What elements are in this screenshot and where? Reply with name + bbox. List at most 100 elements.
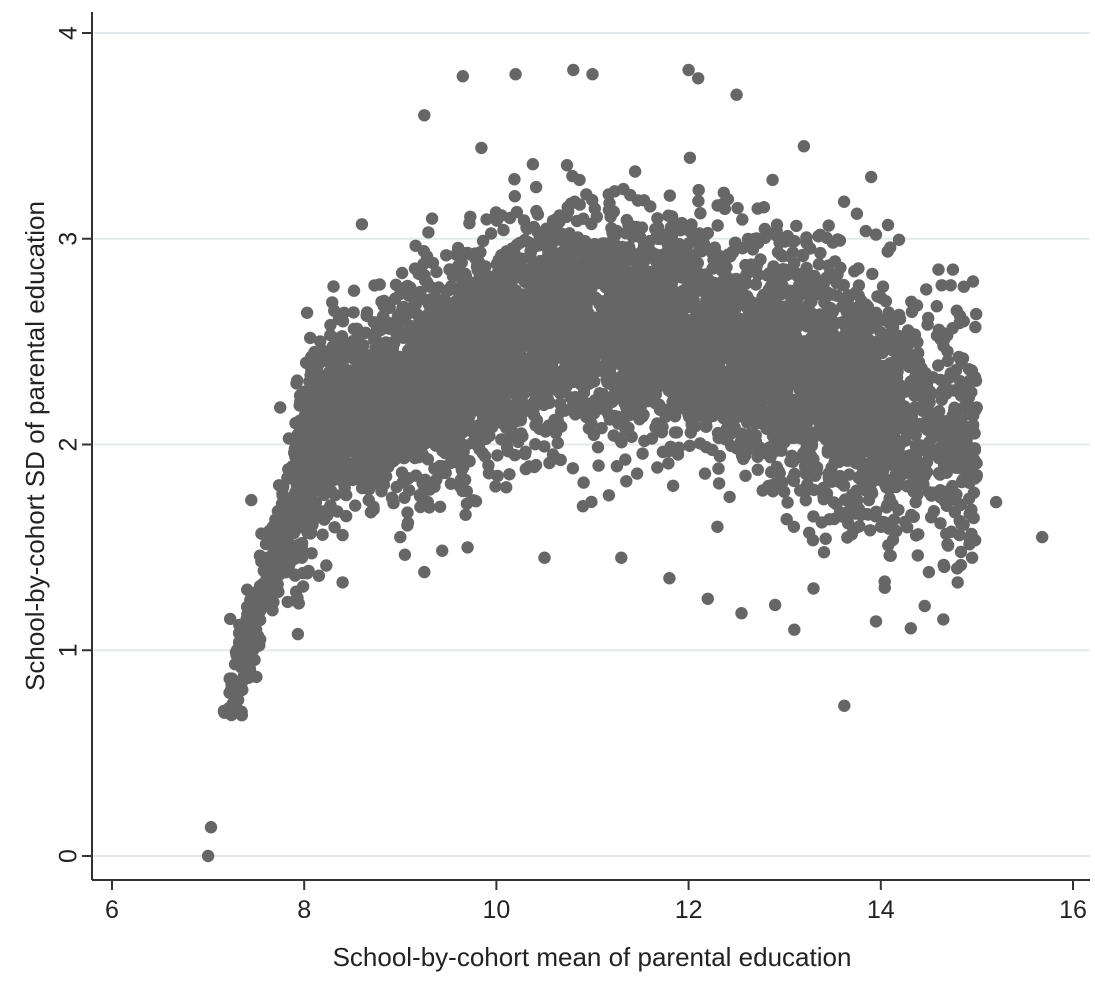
data-point — [500, 481, 513, 494]
data-point — [528, 460, 541, 474]
data-point — [499, 433, 513, 447]
data-point — [359, 326, 372, 339]
data-point — [526, 158, 540, 171]
data-point — [876, 280, 890, 293]
data-point — [349, 499, 362, 512]
data-point — [790, 219, 803, 233]
data-point — [651, 221, 665, 234]
data-point — [418, 269, 431, 282]
data-point — [814, 246, 827, 260]
data-point — [235, 705, 248, 718]
data-point — [549, 426, 563, 440]
data-point — [662, 457, 675, 470]
data-point — [595, 421, 608, 435]
data-point — [425, 212, 439, 225]
data-point — [497, 223, 510, 237]
data-point — [962, 492, 976, 505]
data-point — [602, 489, 616, 502]
data-point — [475, 141, 488, 155]
data-point — [525, 379, 538, 392]
data-point — [885, 363, 898, 376]
data-point — [318, 513, 331, 526]
data-point — [941, 354, 954, 368]
data-points — [201, 63, 1049, 863]
data-point — [850, 207, 864, 220]
data-point — [492, 265, 505, 279]
data-point — [518, 446, 532, 460]
data-point — [915, 387, 928, 401]
data-point — [347, 284, 361, 297]
data-point — [433, 500, 447, 513]
data-point — [336, 528, 349, 542]
data-point — [892, 233, 906, 246]
data-point — [728, 425, 742, 438]
data-point — [799, 494, 812, 507]
data-point — [700, 393, 713, 406]
data-point — [859, 224, 872, 238]
data-point — [881, 245, 894, 258]
data-point — [665, 230, 678, 243]
data-point — [695, 408, 709, 421]
data-point — [585, 417, 598, 430]
data-point — [356, 481, 369, 495]
data-point — [731, 201, 744, 215]
data-point — [663, 189, 676, 202]
data-point — [617, 418, 630, 431]
data-point — [920, 283, 933, 296]
data-point — [291, 627, 305, 641]
data-point — [395, 266, 409, 280]
data-point — [898, 515, 912, 528]
data-point — [289, 585, 303, 598]
data-point — [449, 248, 463, 261]
data-point — [807, 510, 820, 523]
data-point — [543, 396, 556, 409]
data-point — [508, 190, 521, 203]
data-point — [802, 450, 816, 464]
data-point — [619, 453, 632, 466]
data-point — [529, 180, 543, 194]
data-point — [602, 188, 615, 201]
data-point — [821, 443, 835, 456]
data-point — [967, 511, 980, 525]
data-point — [788, 234, 801, 248]
data-point — [401, 506, 414, 519]
data-point — [551, 436, 564, 450]
data-point — [912, 528, 925, 541]
data-point — [373, 278, 386, 291]
data-point — [953, 498, 966, 511]
data-point — [253, 549, 267, 562]
data-point — [817, 546, 831, 559]
data-point — [930, 300, 943, 313]
data-point — [387, 497, 400, 510]
data-point — [918, 599, 931, 613]
data-point — [914, 378, 928, 392]
data-point — [643, 234, 656, 248]
data-point — [962, 363, 976, 376]
data-point — [480, 213, 493, 226]
data-point — [491, 449, 504, 462]
data-point — [713, 450, 727, 463]
data-point — [314, 335, 327, 348]
data-point — [833, 234, 847, 247]
data-point — [292, 597, 305, 610]
data-point — [956, 417, 969, 431]
data-point — [837, 195, 851, 208]
data-point — [378, 471, 391, 484]
data-point — [630, 467, 644, 480]
data-point — [806, 534, 820, 547]
data-point — [616, 240, 629, 254]
data-point — [620, 475, 633, 488]
data-point — [591, 441, 605, 454]
data-point — [729, 236, 742, 249]
data-point — [398, 548, 412, 561]
data-point — [693, 365, 707, 378]
data-point — [965, 386, 978, 399]
data-point — [828, 512, 841, 526]
data-point — [503, 468, 516, 481]
data-point — [685, 313, 699, 326]
data-point — [718, 202, 732, 216]
data-point — [822, 219, 835, 232]
data-point — [749, 278, 763, 291]
data-point — [636, 447, 649, 460]
